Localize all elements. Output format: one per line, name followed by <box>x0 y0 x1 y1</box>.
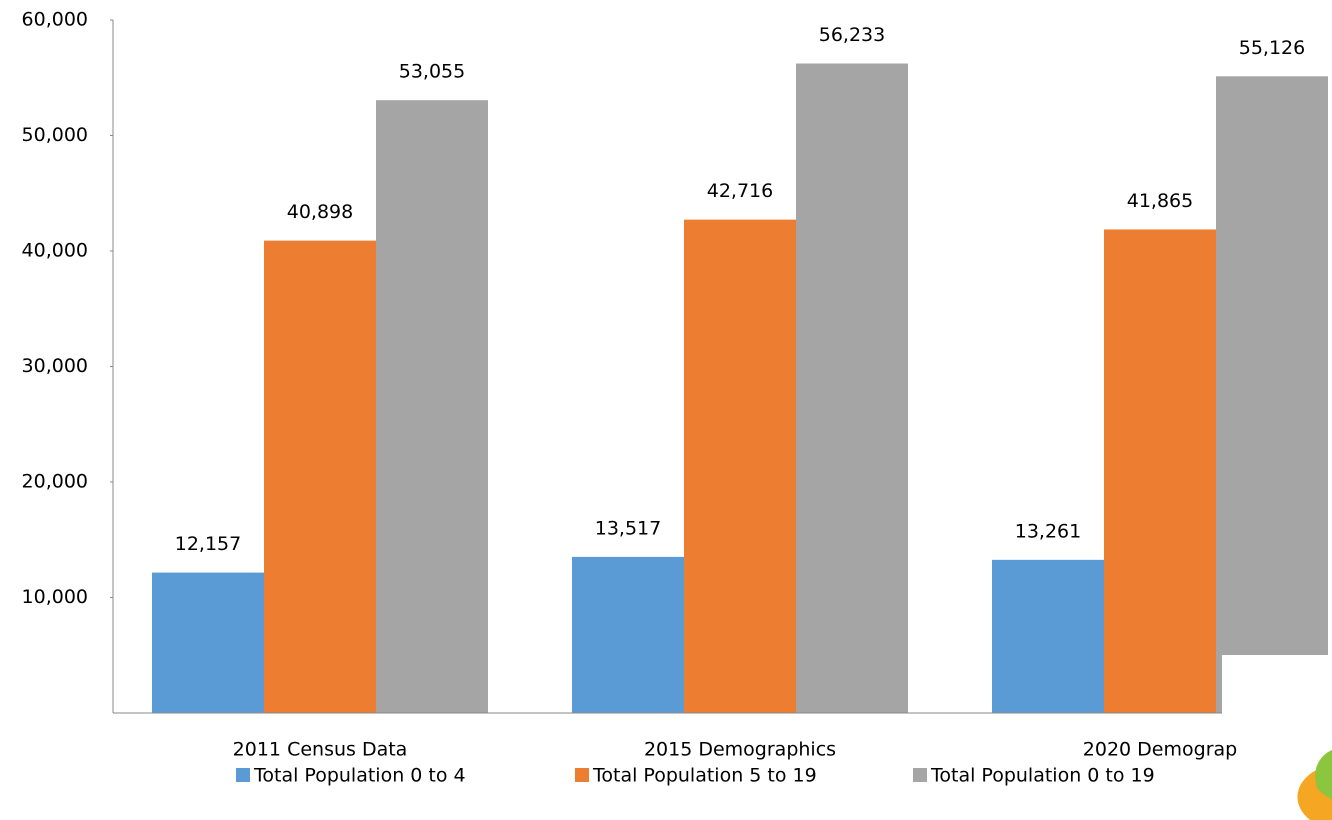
bar <box>152 572 264 713</box>
overlay <box>1222 655 1332 715</box>
legend-swatch <box>575 768 589 782</box>
data-label: 13,261 <box>1015 520 1081 542</box>
bar <box>684 219 796 714</box>
plot: 12,157 40,898 53,055 13,517 42,716 56,233 13,2… <box>110 19 1328 714</box>
y-tick-label: 10,000 <box>22 586 88 608</box>
bar <box>376 100 488 714</box>
data-label: 42,716 <box>707 180 773 202</box>
data-label: 53,055 <box>399 61 465 83</box>
bar <box>796 63 908 713</box>
data-label: 13,517 <box>595 517 661 539</box>
legend-swatch <box>236 768 250 782</box>
x-tick-label: 2011 Census Data <box>233 739 408 761</box>
legend-swatch <box>913 768 927 782</box>
legend-label: Total Population 5 to 19 <box>592 765 817 787</box>
logo <box>1315 750 1332 800</box>
data-label: 40,898 <box>287 201 353 223</box>
bar <box>572 556 684 713</box>
legend-label: Total Population 0 to 19 <box>930 765 1155 787</box>
y-tick-label: 50,000 <box>22 124 88 146</box>
bar <box>992 559 1104 713</box>
y-tick-label: 40,000 <box>22 240 88 262</box>
data-label: 55,126 <box>1239 37 1305 59</box>
data-label: 12,157 <box>175 533 241 555</box>
x-tick-label: 2020 Demograp <box>1083 739 1237 761</box>
legend-label: Total Population 0 to 4 <box>253 765 466 787</box>
y-tick-label: 60,000 <box>22 9 88 31</box>
bar <box>1104 229 1216 714</box>
data-label: 41,865 <box>1127 190 1193 212</box>
bar <box>1216 76 1328 714</box>
x-tick-label: 2015 Demographics <box>644 739 836 761</box>
data-label: 56,233 <box>819 24 885 46</box>
bar <box>264 240 376 713</box>
y-tick-label: 20,000 <box>22 471 88 493</box>
y-tick-label: 30,000 <box>22 355 88 377</box>
